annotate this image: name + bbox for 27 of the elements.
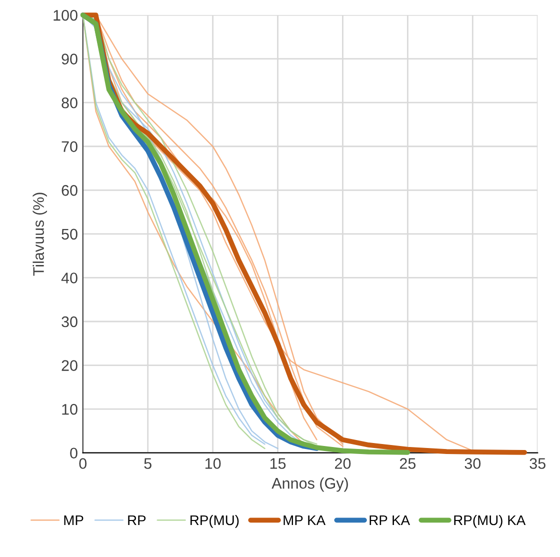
y-tick-label: 60	[62, 185, 78, 196]
x-tick-label: 30	[464, 458, 481, 469]
x-tick-label: 25	[400, 458, 416, 469]
y-tick-label: 100	[54, 10, 78, 21]
legend-label: RP KA	[370, 515, 410, 526]
y-tick-label: 50	[62, 228, 78, 240]
x-tick-label: 10	[205, 458, 221, 469]
y-tick-label: 20	[62, 360, 78, 371]
legend-label: MP KA	[284, 515, 326, 526]
legend-label: MP	[64, 515, 84, 526]
x-tick-label: 5	[144, 458, 152, 469]
y-tick-label: 0	[70, 448, 78, 459]
x-tick-label: 0	[79, 458, 87, 469]
y-tick-label: 80	[62, 97, 78, 108]
y-tick-label: 40	[61, 272, 78, 284]
y-axis-title: Tilavuus (%)	[32, 192, 47, 276]
x-tick-label: 35	[530, 458, 546, 469]
y-tick-label: 30	[62, 316, 78, 328]
y-tick-label: 90	[62, 54, 78, 65]
y-tick-label: 70	[62, 141, 78, 152]
y-tick-label: 10	[62, 404, 78, 415]
legend-label: RP(MU) KA	[454, 514, 526, 528]
x-axis-title: Annos (Gy)	[272, 478, 348, 492]
legend-label: RP(MU)	[190, 514, 239, 528]
x-tick-label: 20	[334, 458, 351, 469]
x-tick-label: 15	[270, 458, 286, 469]
legend-label: RP	[128, 515, 146, 526]
